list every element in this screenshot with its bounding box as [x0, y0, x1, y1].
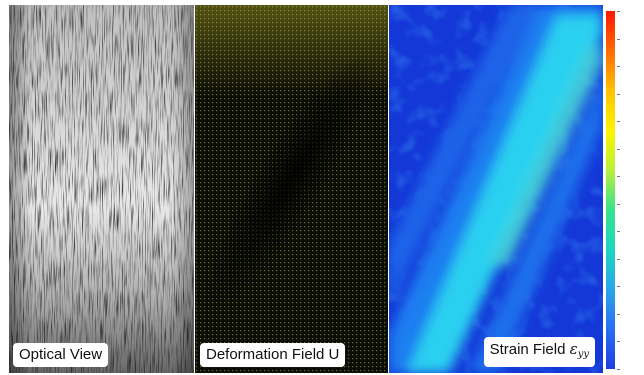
deformation-vector-field	[195, 5, 388, 373]
strain-field-label-text: Strain Field	[489, 341, 570, 358]
colorbar-ticks	[617, 11, 632, 370]
optical-speckle-image	[9, 5, 194, 373]
colorbar-tick	[617, 341, 620, 343]
strain-field-label: Strain Field εyy	[483, 337, 595, 367]
colorbar-tick	[617, 121, 620, 123]
colorbar	[604, 5, 634, 373]
optical-view-panel: Optical View	[9, 5, 194, 373]
colorbar-tick	[617, 231, 620, 233]
colorbar-tick	[617, 66, 620, 68]
deformation-field-panel: Deformation Field U	[195, 5, 388, 373]
strain-field-map	[389, 5, 603, 373]
colorbar-tick	[617, 258, 620, 260]
colorbar-tick	[617, 93, 620, 95]
colorbar-tick	[617, 203, 620, 205]
colorbar-tick	[617, 176, 620, 178]
strain-field-panel: Strain Field εyy	[389, 5, 603, 373]
colorbar-tick	[617, 148, 620, 150]
strain-subscript: yy	[577, 349, 589, 360]
colorbar-tick	[617, 286, 620, 288]
optical-view-label: Optical View	[13, 343, 109, 367]
colorbar-tick	[617, 11, 620, 12]
colorbar-tick	[617, 38, 620, 40]
colorbar-tick	[617, 369, 620, 370]
colorbar-gradient	[606, 11, 615, 369]
epsilon-symbol: ε	[569, 340, 578, 358]
deformation-field-label: Deformation Field U	[200, 343, 346, 367]
colorbar-tick	[617, 313, 620, 315]
